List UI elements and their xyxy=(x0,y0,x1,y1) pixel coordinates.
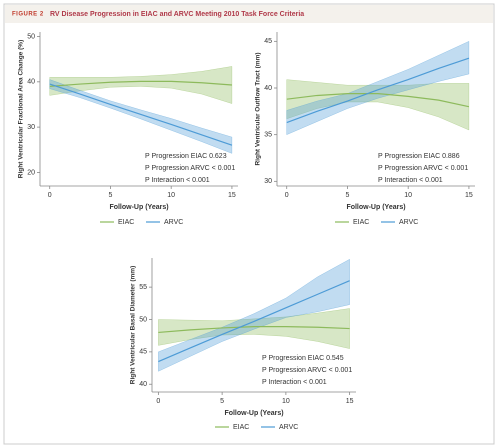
y-tick-label: 30 xyxy=(27,124,35,131)
x-tick-label: 15 xyxy=(228,192,236,199)
x-tick-label: 10 xyxy=(167,192,175,199)
x-tick-label: 0 xyxy=(48,192,52,199)
y-tick-label: 40 xyxy=(139,381,147,388)
annotation: P Interaction < 0.001 xyxy=(145,177,210,184)
plot-area xyxy=(286,40,470,136)
y-tick-label: 50 xyxy=(139,316,147,323)
y-tick-label: 40 xyxy=(264,85,272,92)
legend-label: EIAC xyxy=(118,219,134,226)
x-axis-label: Follow-Up (Years) xyxy=(109,204,168,211)
annotation: P Progression ARVC < 0.001 xyxy=(262,367,352,374)
y-axis-label: Right Ventricular Basal Diameter (mm) xyxy=(130,266,137,384)
series-line xyxy=(158,280,350,363)
annotation: P Progression EIAC 0.623 xyxy=(145,153,227,160)
x-tick-label: 10 xyxy=(282,398,290,405)
y-tick-label: 45 xyxy=(264,38,272,45)
x-tick-label: 5 xyxy=(346,192,350,199)
x-axis-label: Follow-Up (Years) xyxy=(224,410,283,417)
legend-label: EIAC xyxy=(233,424,249,431)
annotation: P Interaction < 0.001 xyxy=(378,177,443,184)
x-tick-label: 0 xyxy=(285,192,289,199)
series-line xyxy=(49,80,232,87)
confidence-band xyxy=(286,79,470,131)
plot-area xyxy=(158,258,350,372)
x-tick-label: 10 xyxy=(404,192,412,199)
y-tick-label: 20 xyxy=(27,169,35,176)
y-axis-label: Right Ventricular Outflow Tract (mm) xyxy=(255,52,262,165)
series-line xyxy=(286,57,470,124)
confidence-band xyxy=(158,258,350,372)
confidence-band xyxy=(49,79,233,154)
x-tick-label: 5 xyxy=(109,192,113,199)
y-tick-label: 40 xyxy=(27,79,35,86)
legend-label: ARVC xyxy=(279,424,298,431)
annotation: P Progression ARVC < 0.001 xyxy=(378,165,468,172)
plot-area xyxy=(49,66,233,154)
annotation: P Interaction < 0.001 xyxy=(262,379,327,386)
y-tick-label: 35 xyxy=(264,132,272,139)
header-bar xyxy=(5,5,493,23)
series-line xyxy=(49,83,233,146)
series-line xyxy=(158,326,350,334)
legend-label: ARVC xyxy=(399,219,418,226)
confidence-band xyxy=(158,308,350,349)
y-tick-label: 50 xyxy=(27,33,35,40)
annotation: P Progression EIAC 0.886 xyxy=(378,153,460,160)
annotation: P Progression EIAC 0.545 xyxy=(262,355,344,362)
x-tick-label: 0 xyxy=(156,398,160,405)
chart: 40 45 50 55 0 5 10 15 Follow-Up (Years) Right Ven… xyxy=(130,258,356,431)
x-tick-label: 5 xyxy=(220,398,224,405)
legend-label: EIAC xyxy=(353,219,369,226)
confidence-band xyxy=(49,66,233,104)
x-axis-label: Follow-Up (Years) xyxy=(346,204,405,211)
y-tick-label: 30 xyxy=(264,178,272,185)
chart: 20 30 40 50 0 5 10 15 Follow-Up (Years) Right Ven… xyxy=(18,32,238,226)
y-tick-label: 55 xyxy=(139,284,147,291)
figure-title: RV Disease Progression in EIAC and ARVC … xyxy=(50,11,304,18)
x-tick-label: 15 xyxy=(465,192,473,199)
chart: 30 35 40 45 0 5 10 15 Follow-Up (Years) Right Ven… xyxy=(255,32,475,226)
y-tick-label: 45 xyxy=(139,349,147,356)
legend-label: ARVC xyxy=(164,219,183,226)
y-axis-label: Right Ventricular Fractional Area Change… xyxy=(18,40,25,178)
annotation: P Progression ARVC < 0.001 xyxy=(145,165,235,172)
figure-label: FIGURE 2 xyxy=(12,12,44,18)
series-line xyxy=(286,93,470,108)
confidence-band xyxy=(286,40,470,136)
x-tick-label: 15 xyxy=(346,398,354,405)
